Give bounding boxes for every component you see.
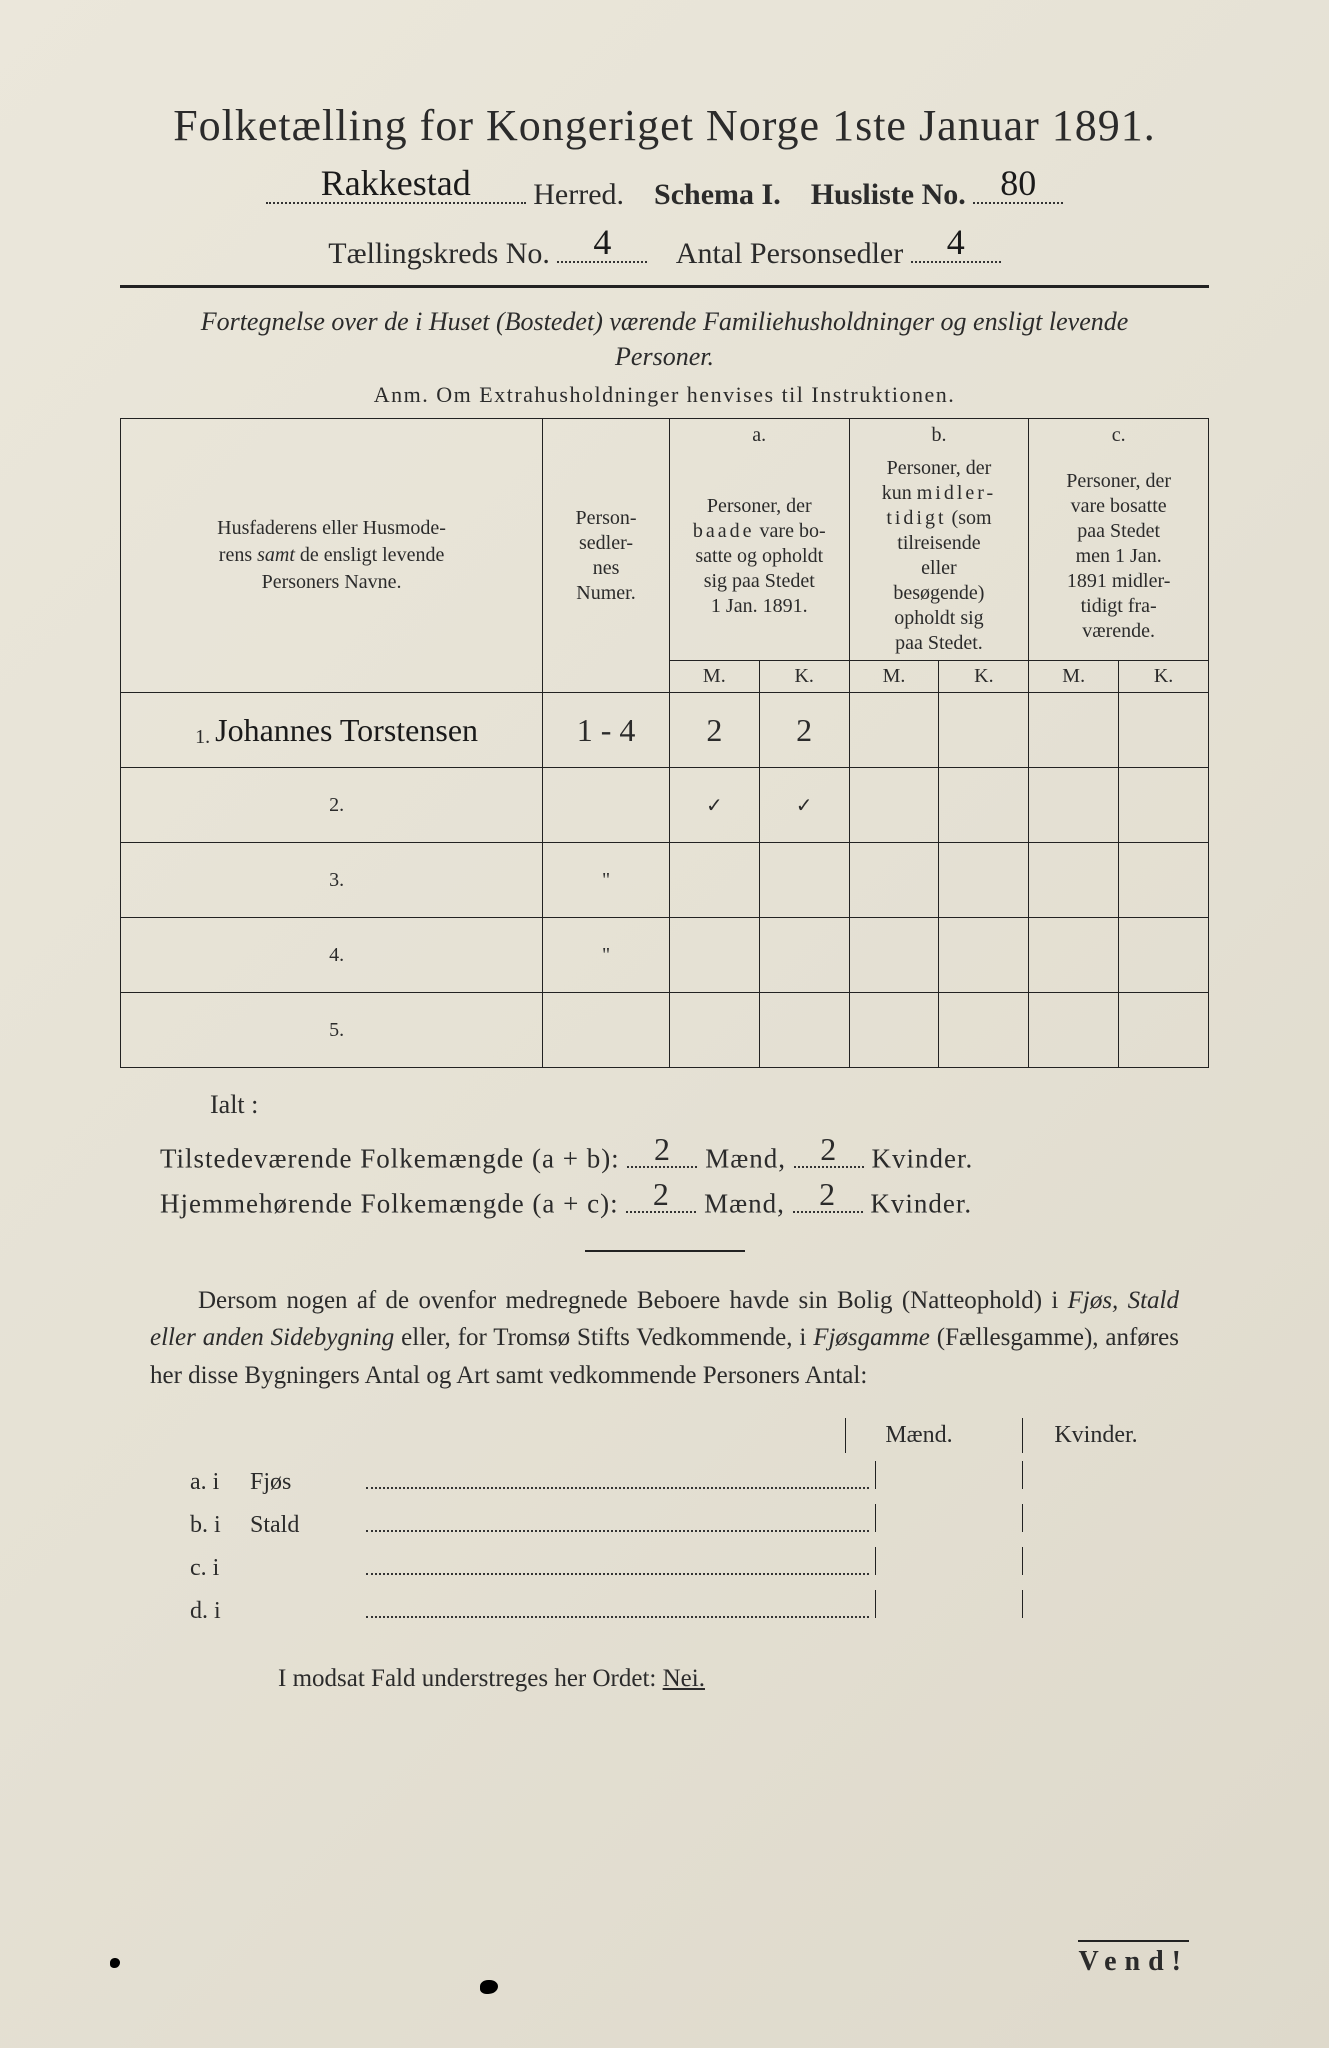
group-a-top: a. — [669, 419, 849, 453]
ink-blot — [110, 1958, 120, 1968]
table-row: 3. " — [121, 843, 1209, 918]
kvinder-label: Kvinder. — [871, 1144, 973, 1174]
dotted-line — [366, 1465, 869, 1489]
maend-label: Mænd, — [704, 1189, 785, 1219]
antal-no: 4 — [947, 221, 965, 263]
col-a-m: M. — [669, 661, 759, 693]
header-line-3: Tællingskreds No. 4 Antal Personsedler 4 — [120, 228, 1209, 271]
census-table: Husfaderens eller Husmode-rens samt de e… — [120, 418, 1209, 1068]
dotted-line — [366, 1551, 869, 1575]
present-label: Tilstedeværende Folkemængde (a + b): — [160, 1144, 620, 1174]
cell-a-k: ✓ — [796, 795, 813, 817]
kvinder-label: Kvinder. — [870, 1189, 972, 1219]
table-row: 4. " — [121, 918, 1209, 993]
cell-numer: " — [543, 843, 670, 918]
outbuilding-paragraph: Dersom nogen af de ovenfor medregnede Be… — [150, 1282, 1179, 1395]
row-number: 4. — [319, 944, 344, 966]
bottom-row: d. i — [190, 1590, 1169, 1625]
col-header-names: Husfaderens eller Husmode-rens samt de e… — [121, 419, 543, 693]
cell-c-k — [1119, 693, 1209, 768]
kreds-no: 4 — [593, 221, 611, 263]
resident-label: Hjemmehørende Folkemængde (a + c): — [160, 1189, 619, 1219]
cell-numer: " — [543, 918, 670, 993]
bottom-row-label: a. i — [190, 1469, 250, 1496]
col-c-k: K. — [1119, 661, 1209, 693]
bottom-row: c. i — [190, 1547, 1169, 1582]
nei-word: Nei. — [663, 1665, 705, 1692]
bottom-header-kvinder: Kvinder. — [1022, 1418, 1169, 1453]
cell-b-m — [849, 693, 939, 768]
resident-men: 2 — [653, 1176, 670, 1213]
page-title: Folketælling for Kongeriget Norge 1ste J… — [120, 100, 1209, 151]
ialt-label: Ialt : — [210, 1090, 1209, 1120]
present-women: 2 — [820, 1131, 837, 1168]
cell-a-m: 2 — [706, 712, 722, 748]
summary-resident: Hjemmehørende Folkemængde (a + c): 2 Mæn… — [160, 1181, 1209, 1220]
schema-label: Schema I. — [654, 178, 781, 211]
cell-numer — [543, 993, 670, 1068]
col-b-k: K. — [939, 661, 1029, 693]
cell-a-m: ✓ — [706, 795, 723, 817]
row-number: 2. — [319, 794, 344, 816]
census-form-page: Folketælling for Kongeriget Norge 1ste J… — [0, 0, 1329, 2048]
short-divider — [585, 1250, 745, 1252]
bottom-row: b. i Stald — [190, 1504, 1169, 1539]
nei-text: I modsat Fald understreges her Ordet: — [278, 1665, 663, 1692]
row-number: 3. — [319, 869, 344, 891]
maend-label: Mænd, — [705, 1144, 786, 1174]
col-c-m: M. — [1029, 661, 1119, 693]
row-number: 1. — [185, 726, 210, 748]
outbuilding-table: Mænd. Kvinder. a. i Fjøs b. i Stald c. i… — [190, 1418, 1169, 1625]
bottom-row-type: Fjøs — [250, 1469, 360, 1496]
cell-numer — [543, 768, 670, 843]
col-header-numer: Person-sedler-nesNumer. — [543, 419, 670, 693]
dotted-line — [366, 1594, 869, 1618]
group-c-top: c. — [1029, 419, 1209, 453]
bottom-row-type: Stald — [250, 1512, 360, 1539]
bottom-row-label: c. i — [190, 1555, 250, 1582]
col-b-m: M. — [849, 661, 939, 693]
husliste-no: 80 — [1000, 162, 1036, 204]
bottom-header-maend: Mænd. — [845, 1418, 992, 1453]
herred-handwritten: Rakkestad — [321, 162, 471, 204]
table-row: 1. Johannes Torstensen 1 - 4 2 2 — [121, 693, 1209, 768]
group-a-text: Personer, der baade vare bo-satte og oph… — [669, 452, 849, 661]
group-c-text: Personer, dervare bosattepaa Stedetmen 1… — [1029, 452, 1209, 661]
cell-b-k — [939, 693, 1029, 768]
cell-c-m — [1029, 693, 1119, 768]
anm-note: Anm. Om Extrahusholdninger henvises til … — [120, 382, 1209, 408]
table-row: 2. ✓ ✓ — [121, 768, 1209, 843]
resident-women: 2 — [819, 1176, 836, 1213]
subtitle: Fortegnelse over de i Huset (Bostedet) v… — [200, 304, 1129, 374]
divider — [120, 285, 1209, 288]
ink-blot — [480, 1980, 498, 1994]
table-row: 5. — [121, 993, 1209, 1068]
husliste-label: Husliste No. — [811, 178, 966, 211]
row-number: 5. — [319, 1019, 344, 1041]
nei-line: I modsat Fald understreges her Ordet: Ne… — [230, 1665, 1209, 1693]
present-men: 2 — [654, 1131, 671, 1168]
vend-label: Vend! — [1078, 1940, 1189, 1978]
summary-present: Tilstedeværende Folkemængde (a + b): 2 M… — [160, 1136, 1209, 1175]
kreds-label: Tællingskreds No. — [328, 237, 550, 270]
col-a-k: K. — [759, 661, 849, 693]
bottom-row-label: d. i — [190, 1598, 250, 1625]
bottom-row: a. i Fjøs — [190, 1461, 1169, 1496]
group-b-top: b. — [849, 419, 1029, 453]
herred-label: Herred. — [533, 178, 624, 211]
cell-a-k: 2 — [796, 712, 812, 748]
header-line-2: Rakkestad Herred. Schema I. Husliste No.… — [120, 169, 1209, 212]
bottom-row-label: b. i — [190, 1512, 250, 1539]
group-b-text: Personer, derkun midler-tidigt (somtilre… — [849, 452, 1029, 661]
person-name: Johannes Torstensen — [215, 712, 478, 748]
dotted-line — [366, 1508, 869, 1532]
cell-numer: 1 - 4 — [577, 712, 636, 748]
antal-label: Antal Personsedler — [676, 237, 903, 270]
